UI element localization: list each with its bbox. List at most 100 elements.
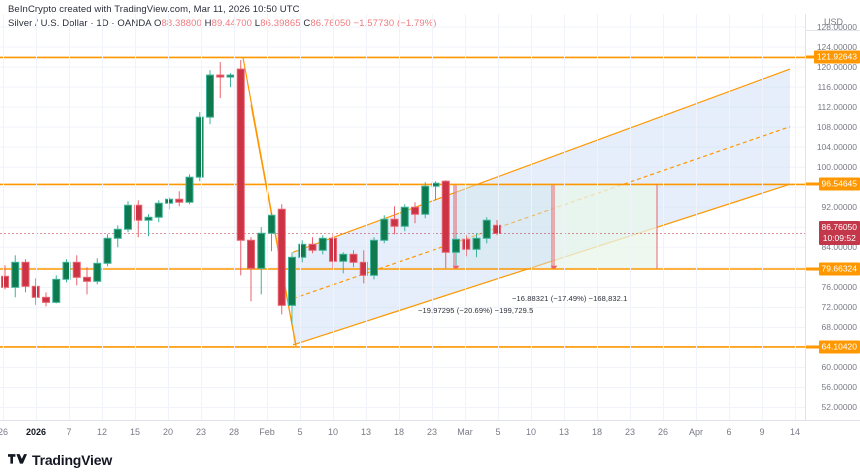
y-axis-tick: 104.00000 [816,142,857,153]
price-tag-stub [806,182,820,186]
x-axis-tick: 13 [558,427,570,437]
measure-box-1 [453,183,553,270]
x-axis-tick: 12 [96,427,108,437]
candle [431,181,440,201]
candle [62,259,71,283]
candle [113,225,122,248]
candle-body [226,74,235,78]
candle-body [206,74,214,118]
candle-body [154,202,163,218]
candle-body [21,261,30,287]
candle [380,215,389,244]
tradingview-wordmark: TradingView [32,452,113,468]
candle [411,202,419,224]
candle [144,214,153,237]
x-gridline [102,14,103,420]
y-axis-tick: 72.00000 [821,302,857,313]
candle [472,233,481,258]
candle [72,255,81,286]
candle [206,70,214,125]
candle [298,240,307,263]
attribution-text: BeInCrypto created with TradingView.com,… [8,4,300,15]
y-axis-tick: 100.00000 [816,162,857,173]
candle-body [349,253,358,263]
candle-body [124,204,132,230]
x-axis-tick: 23 [195,427,207,437]
price-axis[interactable]: USD 128.00000 124.00000 120.00000 116.00000… [805,14,860,420]
x-axis-tick: 23 [426,427,438,437]
candle-body [52,278,61,303]
candle-body [441,180,450,253]
x-axis-tick: 23 [624,427,636,437]
candle [11,255,20,298]
candle-body [31,285,40,298]
x-gridline [696,14,697,420]
change-value: −1.57730 (−1.79%) [353,18,437,29]
candle [226,73,235,88]
candle [31,278,40,305]
x-gridline [498,14,499,420]
x-gridline [663,14,664,420]
candle-body [277,208,286,306]
candle-body [175,198,184,203]
candle [134,200,143,238]
candle-body [236,68,245,241]
candle [103,234,112,267]
x-gridline [3,14,4,420]
candle [124,201,132,233]
y-axis-tick: 116.00000 [817,82,857,93]
candle [400,204,409,232]
candle-body [472,237,481,250]
candle-body [411,206,419,215]
candle-body [298,243,307,258]
time-axis[interactable]: 26 2026 7 12 15 20 23 28 Feb 5 10 13 18 23 Mar 5 10 13 18 2… [0,420,860,447]
chart-plot-area[interactable]: −19.97295 (−20.69%) −199,729.5 −16.88321 … [0,14,805,420]
price-level-tag[interactable]: 79.66324 [818,262,860,276]
open-value: 88.38800 [161,18,202,29]
high-key: H [204,18,212,29]
x-gridline [201,14,202,420]
candle-body [380,218,389,241]
candle [185,174,194,205]
candle-body [134,204,143,221]
symbol-label[interactable]: Silver / U.S. Dollar · 1D · OANDA [8,18,152,29]
y-axis-tick: 128.00000 [816,22,857,33]
candle [1,265,9,290]
price-tag-stub [806,267,820,271]
y-axis-tick: 108.00000 [816,122,857,133]
candle [247,237,255,302]
price-level-tag[interactable]: 96.54645 [818,177,860,191]
candle-body [390,218,399,227]
current-price-tag[interactable]: 86.76050 10:09:52 [818,221,860,246]
candle [339,252,348,274]
x-gridline [630,14,631,420]
candle-body [247,239,255,269]
candle [236,60,245,276]
candle [277,204,286,315]
close-value: 86.76050 [310,18,351,29]
x-gridline [399,14,400,420]
x-axis-tick: 6 [726,427,732,437]
candle-body [72,261,81,278]
candle-body [370,239,378,276]
candle [52,275,61,304]
x-axis-tick: 15 [129,427,141,437]
candle [257,227,266,295]
candle-body [257,232,266,269]
candle [267,212,276,252]
price-level-tag[interactable]: 121.92643 [813,50,860,64]
x-axis-tick: 26 [0,427,9,437]
candle-body [400,206,409,227]
candle-body [339,253,348,262]
candlestick-svg [0,26,805,408]
price-level-tag[interactable]: 64.10420 [818,340,860,354]
x-gridline [597,14,598,420]
chart-legend: Silver / U.S. Dollar · 1D · OANDA O88.38… [8,18,437,29]
x-gridline [762,14,763,420]
x-gridline [564,14,565,420]
x-gridline [432,14,433,420]
candle [42,292,50,307]
y-axis-tick: 120.00000 [816,62,857,73]
x-axis-tick: Feb [259,427,275,437]
candle-body [267,214,276,234]
